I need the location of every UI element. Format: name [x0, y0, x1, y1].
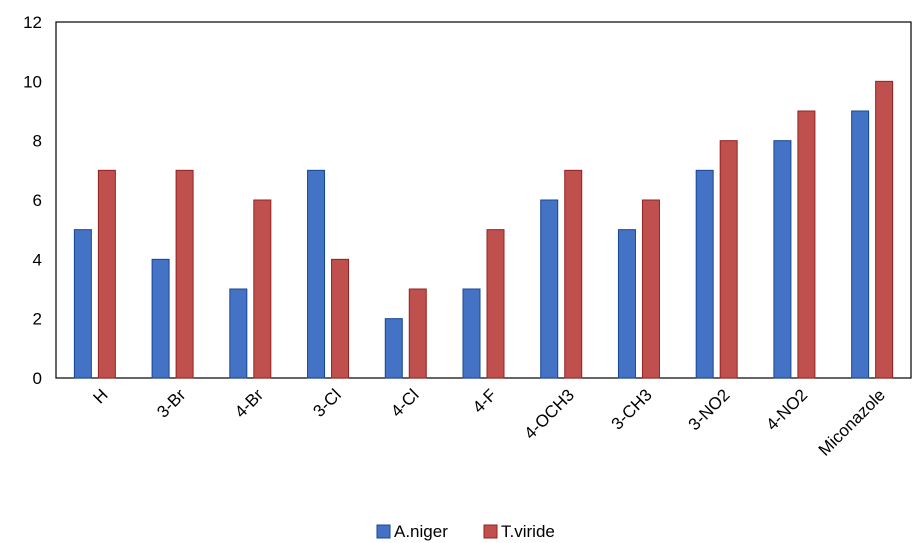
- x-tick-label-3-br: 3-Br: [153, 385, 189, 421]
- x-tick-label-h: H: [90, 385, 112, 407]
- y-tick-label: 0: [33, 369, 42, 388]
- x-tick-label-3-cl: 3-Cl: [309, 385, 344, 420]
- bar-a-niger-4-och3: [540, 199, 559, 379]
- bar-a-niger-4-no2: [773, 140, 792, 379]
- y-tick-label: 10: [23, 72, 42, 91]
- x-tick-label-miconazole: Miconazole: [815, 385, 889, 459]
- bar-a-niger-4-br: [229, 288, 248, 379]
- bar-t-viride-3-br: [175, 169, 194, 379]
- bar-t-viride-h: [97, 169, 116, 379]
- y-tick-label: 4: [33, 250, 42, 269]
- bar-t-viride-4-br: [253, 199, 272, 379]
- x-tick-label-4-och3: 4-OCH3: [521, 385, 579, 443]
- bar-t-viride-3-ch3: [641, 199, 660, 379]
- bar-t-viride-4-cl: [408, 288, 427, 379]
- y-tick-label: 6: [33, 191, 42, 210]
- bar-a-niger-3-no2: [695, 169, 714, 379]
- bar-a-niger-3-br: [151, 258, 170, 379]
- legend-swatch-t-viride: [483, 524, 498, 539]
- bars-group: [73, 80, 894, 379]
- legend: A.niger T.viride: [376, 522, 555, 541]
- bar-a-niger-miconazole: [851, 110, 870, 379]
- bar-a-niger-3-ch3: [617, 229, 636, 379]
- legend-label-a-niger: A.niger: [394, 522, 448, 541]
- bar-a-niger-4-cl: [384, 318, 403, 379]
- x-tick-label-4-br: 4-Br: [231, 385, 267, 421]
- x-tick-label-4-f: 4-F: [469, 385, 500, 416]
- y-axis-ticks: 0 2 4 6 8 10 12: [23, 13, 42, 388]
- x-tick-label-3-ch3: 3-CH3: [608, 385, 656, 433]
- plot-area-frame: [55, 21, 912, 379]
- legend-swatch-a-niger: [376, 524, 391, 539]
- y-tick-label: 12: [23, 13, 42, 32]
- bar-a-niger-3-cl: [307, 169, 326, 379]
- x-tick-label-4-cl: 4-Cl: [387, 385, 422, 420]
- x-tick-label-3-no2: 3-NO2: [685, 385, 734, 434]
- x-axis-ticks: H 3-Br 4-Br 3-Cl 4-Cl 4-F 4-OCH3 3-CH3 3-NO2 4-NO…: [90, 385, 889, 459]
- bar-t-viride-4-no2: [797, 110, 816, 379]
- x-tick-label-4-no2: 4-NO2: [762, 385, 811, 434]
- bar-a-niger-h: [73, 229, 92, 379]
- bar-t-viride-3-no2: [719, 140, 738, 379]
- bar-a-niger-4-f: [462, 288, 481, 379]
- y-tick-label: 2: [33, 310, 42, 329]
- y-tick-label: 8: [33, 132, 42, 151]
- bar-t-viride-miconazole: [875, 80, 894, 379]
- bar-t-viride-4-och3: [564, 169, 583, 379]
- bar-t-viride-4-f: [486, 229, 505, 379]
- bar-t-viride-3-cl: [331, 258, 350, 379]
- legend-label-t-viride: T.viride: [501, 522, 555, 541]
